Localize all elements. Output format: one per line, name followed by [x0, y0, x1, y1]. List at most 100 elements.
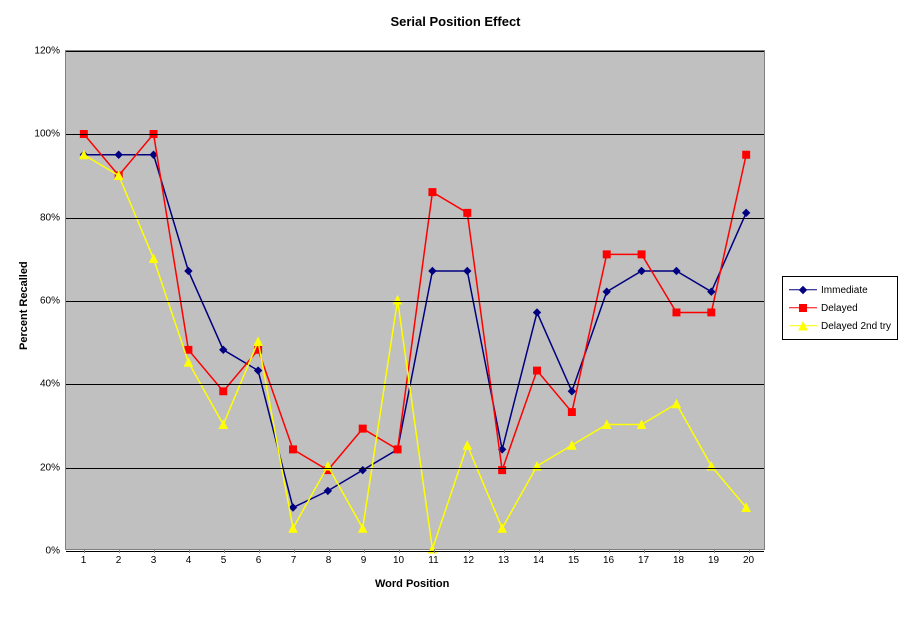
- x-tick-mark: [224, 549, 225, 553]
- x-tick-mark: [364, 549, 365, 553]
- y-axis-label: Percent Recalled: [18, 261, 30, 350]
- series-marker: [568, 388, 575, 395]
- gridline: [66, 218, 764, 219]
- x-tick-mark: [609, 549, 610, 553]
- series-marker: [672, 400, 680, 408]
- x-tick-mark: [84, 549, 85, 553]
- series-marker: [673, 267, 680, 274]
- x-tick-label: 1: [81, 555, 87, 566]
- x-tick-mark: [119, 549, 120, 553]
- series-marker: [464, 267, 471, 274]
- series-marker: [638, 267, 645, 274]
- gridline: [66, 384, 764, 385]
- series-marker: [220, 388, 227, 395]
- x-tick-mark: [329, 549, 330, 553]
- x-tick-mark: [154, 549, 155, 553]
- x-tick-label: 5: [221, 555, 227, 566]
- series-marker: [185, 346, 192, 353]
- x-tick-mark: [294, 549, 295, 553]
- series-marker: [254, 338, 262, 346]
- series-marker: [185, 267, 192, 274]
- x-tick-label: 15: [568, 555, 579, 566]
- series-marker: [638, 251, 645, 258]
- legend: Immediate Delayed Delayed 2nd try: [782, 276, 898, 340]
- x-tick-mark: [469, 549, 470, 553]
- series-marker: [708, 288, 715, 295]
- series-marker: [534, 367, 541, 374]
- x-tick-mark: [714, 549, 715, 553]
- x-tick-mark: [679, 549, 680, 553]
- series-marker: [498, 524, 506, 532]
- x-tick-label: 11: [428, 555, 438, 566]
- series-marker: [568, 409, 575, 416]
- series-marker: [464, 209, 471, 216]
- series-marker: [255, 367, 262, 374]
- plot-area: 0%20%40%60%80%100%120%123456789101112131…: [65, 50, 765, 550]
- x-tick-label: 16: [603, 555, 614, 566]
- series-marker: [534, 309, 541, 316]
- x-tick-mark: [434, 549, 435, 553]
- series-line: [84, 155, 746, 549]
- series-marker: [429, 189, 436, 196]
- x-tick-label: 18: [673, 555, 684, 566]
- legend-swatch: [789, 301, 817, 315]
- y-tick-label: 80%: [40, 212, 60, 223]
- series-marker: [673, 309, 680, 316]
- series-marker: [115, 151, 122, 158]
- series-marker: [707, 462, 715, 470]
- y-tick-label: 60%: [40, 296, 60, 307]
- x-tick-label: 4: [186, 555, 192, 566]
- series-marker: [463, 441, 471, 449]
- chart-container: Serial Position Effect 0%20%40%60%80%100…: [0, 0, 911, 623]
- gridline: [66, 468, 764, 469]
- series-marker: [219, 421, 227, 429]
- series-marker: [184, 358, 192, 366]
- x-tick-mark: [399, 549, 400, 553]
- legend-label: Delayed 2nd try: [821, 321, 891, 332]
- series-marker: [429, 267, 436, 274]
- x-tick-label: 10: [393, 555, 404, 566]
- series-marker: [743, 151, 750, 158]
- legend-item: Delayed: [789, 299, 891, 317]
- series-marker: [568, 441, 576, 449]
- legend-label: Immediate: [821, 285, 868, 296]
- legend-label: Delayed: [821, 303, 858, 314]
- gridline: [66, 301, 764, 302]
- y-tick-label: 20%: [40, 462, 60, 473]
- series-marker: [324, 487, 331, 494]
- y-tick-label: 0%: [46, 546, 60, 557]
- x-tick-mark: [574, 549, 575, 553]
- series-marker: [220, 346, 227, 353]
- series-marker: [150, 255, 158, 263]
- x-tick-label: 17: [638, 555, 649, 566]
- plot-svg: [66, 51, 764, 549]
- series-marker: [394, 296, 402, 304]
- x-tick-label: 12: [463, 555, 474, 566]
- x-tick-label: 3: [151, 555, 157, 566]
- series-marker: [289, 524, 297, 532]
- legend-item: Immediate: [789, 281, 891, 299]
- gridline: [66, 134, 764, 135]
- x-tick-mark: [504, 549, 505, 553]
- x-tick-mark: [189, 549, 190, 553]
- x-tick-label: 20: [743, 555, 754, 566]
- series-marker: [603, 288, 610, 295]
- series-marker: [708, 309, 715, 316]
- series-line: [84, 155, 746, 508]
- x-tick-label: 8: [326, 555, 332, 566]
- series-marker: [359, 425, 366, 432]
- y-tick-label: 40%: [40, 379, 60, 390]
- legend-swatch: [789, 319, 817, 333]
- x-tick-label: 6: [256, 555, 262, 566]
- x-tick-mark: [539, 549, 540, 553]
- x-tick-mark: [644, 549, 645, 553]
- series-marker: [359, 524, 367, 532]
- series-marker: [743, 209, 750, 216]
- gridline: [66, 551, 764, 552]
- series-marker: [603, 251, 610, 258]
- x-tick-label: 9: [361, 555, 367, 566]
- x-tick-mark: [259, 549, 260, 553]
- legend-item: Delayed 2nd try: [789, 317, 891, 335]
- x-tick-label: 19: [708, 555, 719, 566]
- x-tick-label: 2: [116, 555, 122, 566]
